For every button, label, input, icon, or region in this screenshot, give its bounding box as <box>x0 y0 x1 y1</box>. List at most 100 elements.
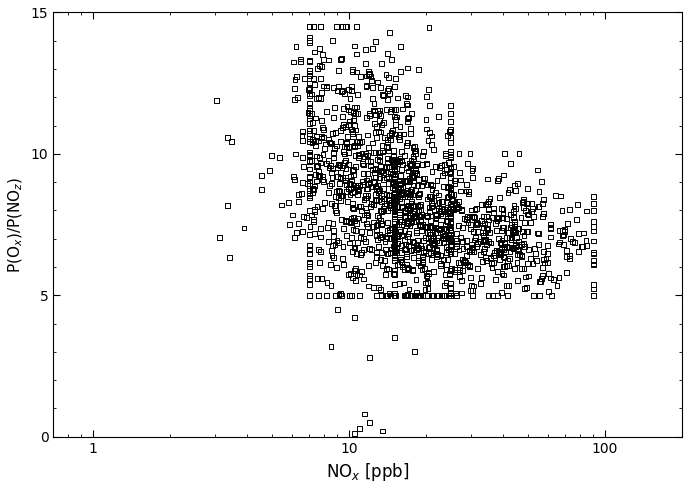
Point <box>356 149 367 157</box>
Point <box>320 82 331 90</box>
Point <box>445 147 456 155</box>
Point <box>471 242 482 250</box>
Point <box>444 236 455 244</box>
Point <box>289 84 300 92</box>
Point <box>417 220 428 228</box>
Point <box>342 270 353 278</box>
Point <box>398 130 409 138</box>
Point <box>407 209 418 217</box>
Point <box>395 172 407 179</box>
Point <box>350 276 361 284</box>
Point <box>297 128 308 136</box>
Point <box>588 227 599 235</box>
Point <box>426 223 437 231</box>
Point <box>404 162 415 170</box>
Point <box>413 259 424 267</box>
Point <box>360 46 371 53</box>
Point <box>384 163 395 171</box>
Point <box>440 292 451 299</box>
Point <box>378 168 389 176</box>
Point <box>360 82 371 90</box>
Point <box>397 161 408 169</box>
Point <box>304 129 315 137</box>
Point <box>377 262 388 270</box>
Point <box>542 250 553 258</box>
Point <box>328 233 339 241</box>
Point <box>511 205 522 213</box>
Point <box>412 202 423 210</box>
Point <box>545 224 556 232</box>
Point <box>400 292 411 299</box>
Point <box>368 283 379 291</box>
Point <box>480 254 491 262</box>
Point <box>407 215 418 223</box>
Point <box>399 178 410 186</box>
Point <box>343 148 354 156</box>
Point <box>352 141 363 149</box>
Point <box>421 93 432 101</box>
Point <box>306 90 317 98</box>
Point <box>437 172 448 179</box>
Point <box>522 184 533 192</box>
Point <box>371 292 382 299</box>
Point <box>318 176 329 184</box>
Point <box>362 191 373 199</box>
Point <box>340 164 351 172</box>
Point <box>374 230 385 238</box>
Point <box>453 197 464 205</box>
Point <box>420 285 431 293</box>
Point <box>329 103 340 111</box>
Point <box>555 192 566 200</box>
Point <box>389 185 400 193</box>
Point <box>447 196 458 204</box>
Point <box>439 231 450 239</box>
Point <box>369 100 380 108</box>
Point <box>376 192 387 200</box>
Point <box>349 217 360 224</box>
Point <box>389 218 400 226</box>
Point <box>454 263 465 271</box>
Point <box>417 259 428 267</box>
Point <box>417 253 428 261</box>
Point <box>348 171 359 179</box>
Point <box>491 213 502 221</box>
Point <box>387 170 398 178</box>
Point <box>380 292 391 299</box>
Point <box>304 281 315 289</box>
Point <box>389 246 400 254</box>
Point <box>445 179 456 187</box>
Point <box>378 204 389 212</box>
Point <box>389 256 400 264</box>
Point <box>389 220 400 227</box>
Point <box>402 139 413 147</box>
Point <box>363 68 374 76</box>
Point <box>414 212 425 220</box>
Point <box>434 239 445 247</box>
Point <box>345 185 356 193</box>
Point <box>436 205 447 213</box>
Point <box>356 249 367 257</box>
Point <box>351 183 362 191</box>
Point <box>517 198 528 206</box>
Point <box>443 208 454 216</box>
Point <box>371 232 382 240</box>
Point <box>394 181 405 189</box>
Point <box>376 128 387 136</box>
Point <box>426 192 438 200</box>
Point <box>400 240 411 248</box>
Point <box>507 244 518 252</box>
Point <box>478 232 489 240</box>
Point <box>331 23 342 30</box>
Point <box>338 121 349 129</box>
Point <box>371 236 382 244</box>
Point <box>413 202 424 210</box>
Point <box>305 223 316 231</box>
Point <box>509 221 520 229</box>
Point <box>304 39 315 47</box>
Point <box>433 205 444 213</box>
Point <box>383 74 394 81</box>
Point <box>389 245 400 253</box>
Point <box>491 217 502 225</box>
Point <box>387 156 398 164</box>
Point <box>511 259 522 267</box>
